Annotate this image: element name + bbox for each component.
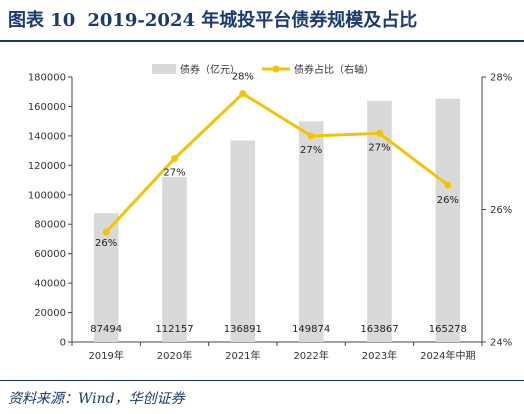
left-axis-tick-label: 160000 [28, 102, 66, 113]
left-axis-tick-label: 60000 [34, 249, 66, 260]
right-axis-tick-label: 28% [490, 73, 512, 84]
line-series: 26% 27% 28% 27% 27% 26% [95, 72, 459, 249]
line-value-label: 26% [437, 195, 459, 206]
left-axis-tick-label: 140000 [28, 131, 66, 142]
x-axis-tick-label: 2023年 [362, 349, 397, 362]
bar [367, 100, 392, 342]
bar-value-label: 163867 [360, 324, 398, 335]
bar [230, 140, 256, 342]
legend-line-marker [272, 65, 280, 73]
line-value-label: 28% [232, 72, 254, 83]
line-point [444, 181, 452, 189]
x-axis-tick-label: 2020年 [157, 349, 192, 362]
bar [162, 176, 187, 342]
left-axis: 0 20000 40000 60000 80000 100000 120000 140000 1… [28, 73, 73, 349]
bar-value-labels: 87494 112157 136891 149874 163867 165278 [90, 324, 467, 335]
title-rule [0, 40, 524, 42]
right-axis-tick-label: 26% [490, 205, 512, 216]
left-axis-tick-label: 100000 [28, 190, 66, 201]
line-point [307, 132, 315, 140]
bar-value-label: 165278 [429, 324, 467, 335]
right-axis: 24% 26% 28% [481, 73, 512, 349]
x-axis-tick-label: 2021年 [225, 349, 260, 362]
bar [298, 121, 324, 342]
line-value-label: 27% [163, 167, 185, 178]
line-point [102, 228, 110, 236]
line-point [239, 90, 247, 98]
legend-bar-swatch [152, 64, 176, 74]
legend-bar-label: 债券（亿元） [180, 63, 240, 76]
x-axis-tick-label: 2022年 [293, 349, 328, 362]
legend-line-label: 债券占比（右轴） [294, 63, 374, 76]
chart-title-block: 图表 10 2019-2024 年城投平台债券规模及占比 [8, 6, 417, 32]
left-axis-tick-label: 20000 [34, 308, 66, 319]
chart-title: 2019-2024 年城投平台债券规模及占比 [87, 10, 418, 31]
bar [435, 98, 461, 342]
source-note: 资料来源：Wind，华创证券 [8, 391, 185, 407]
line-point [376, 129, 383, 137]
left-axis-tick-label: 80000 [34, 220, 66, 231]
bar-series [93, 98, 461, 342]
line-value-label: 27% [300, 145, 322, 156]
right-axis-tick-label: 24% [490, 338, 512, 349]
bar-value-label: 136891 [224, 324, 262, 335]
x-axis-tick-label: 2019年 [88, 349, 123, 362]
x-axis-tick-label: 2024年中期 [420, 349, 475, 362]
legend: 债券（亿元） 债券占比（右轴） [152, 63, 374, 76]
series-line [105, 92, 449, 234]
bar-value-label: 149874 [292, 324, 330, 335]
left-axis-tick-label: 120000 [28, 161, 66, 172]
source-rule [0, 380, 524, 381]
line-value-label: 26% [95, 238, 117, 249]
left-axis-tick-label: 180000 [28, 73, 66, 84]
bar-value-label: 112157 [155, 324, 193, 335]
left-axis-tick-label: 40000 [34, 279, 66, 290]
bar-value-label: 87494 [90, 324, 122, 335]
line-value-label: 27% [368, 142, 390, 153]
figure-label: 图表 10 [8, 10, 76, 31]
x-axis: 2019年 2020年 2021年 2022年 2023年 2024年中期 [71, 341, 483, 362]
line-point [171, 154, 178, 162]
left-axis-tick-label: 0 [60, 338, 66, 349]
